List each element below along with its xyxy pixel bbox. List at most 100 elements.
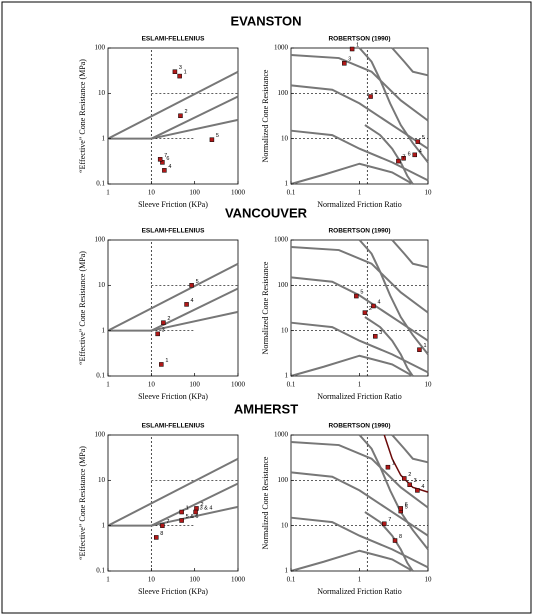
chart-title: ESLAMI-FELLENIUS (142, 228, 205, 235)
data-point (162, 168, 167, 173)
point-label: 7 (166, 519, 169, 525)
point-label: 4 (191, 298, 194, 304)
y-tick-label: 10 (281, 326, 289, 334)
data-point (368, 94, 373, 99)
y-tick-label: 1 (102, 521, 106, 529)
data-point (398, 506, 403, 511)
zone-boundary (290, 162, 414, 185)
y-tick-label: 1000 (274, 236, 289, 244)
zone-boundary (391, 239, 429, 269)
data-point (401, 155, 406, 161)
y-tick-label: 1 (285, 180, 289, 188)
x-tick-label: 100 (189, 381, 200, 389)
zone-boundary (107, 70, 239, 140)
point-label: 2 (167, 316, 170, 322)
point-label: 4 (419, 148, 422, 154)
data-point (209, 137, 215, 142)
x-tick-label: 10 (425, 189, 433, 197)
point-label: 4 (421, 484, 424, 490)
y-tick-label: 100 (95, 44, 106, 52)
x-tick-label: 1 (358, 576, 362, 584)
point-label: 5 (360, 290, 363, 296)
data-point (362, 310, 368, 315)
point-label: 2 (200, 502, 203, 508)
point-label: 6 (405, 502, 408, 508)
x-axis-label: Normalized Friction Ratio (317, 587, 401, 596)
x-tick-label: 0.1 (287, 576, 296, 584)
data-point (392, 538, 398, 543)
y-tick-label: 10 (98, 89, 106, 97)
data-point (172, 69, 178, 74)
x-axis-label: Sleeve Friction (KPa) (138, 200, 208, 209)
x-axis-label: Normalized Friction Ratio (317, 392, 401, 401)
data-point (160, 523, 165, 528)
zone-boundary (290, 471, 429, 537)
point-label: 5 & 6 (186, 514, 199, 520)
x-tick-label: 1000 (231, 381, 246, 389)
data-point (354, 293, 359, 299)
x-tick-label: 1 (106, 576, 110, 584)
data-point (177, 73, 182, 79)
data-point (385, 464, 391, 470)
x-tick-label: 10 (425, 576, 433, 584)
point-label: 3 (162, 327, 165, 333)
zone-boundary (290, 276, 429, 342)
data-point (178, 113, 183, 119)
y-tick-label: 10 (98, 476, 106, 484)
y-axis-label: “Effective” Cone Resistance (MPa) (78, 251, 87, 365)
point-label: 3 (414, 478, 417, 484)
section-title: VANCOUVER (225, 205, 308, 220)
plot-area (107, 239, 239, 377)
y-tick-label: 100 (278, 89, 289, 97)
x-tick-label: 0.1 (287, 189, 296, 197)
point-label: 1 (184, 70, 187, 76)
y-tick-label: 1 (285, 372, 289, 380)
point-label: 4 (168, 164, 171, 170)
y-tick-label: 1000 (274, 44, 289, 52)
point-label: 5 (216, 133, 219, 139)
y-axis-label: “Effective” Cone Resistance (MPa) (78, 59, 87, 173)
chart: 1 10 100 10000.1110100ESLAMI-FELLENIUSSleev… (78, 36, 246, 209)
zone-boundary (358, 47, 429, 163)
chart: 1 10 100 10000.1110100ESLAMI-FELLENIUSSleev… (78, 228, 246, 401)
data-point (154, 535, 159, 540)
x-tick-label: 100 (189, 576, 200, 584)
x-tick-label: 1 (106, 189, 110, 197)
data-point (371, 303, 376, 309)
point-label: 5 (196, 279, 199, 285)
y-axis-label: Normalized Cone Resistance (261, 261, 270, 354)
y-tick-label: 10 (281, 521, 289, 529)
plot-area (107, 434, 239, 572)
y-tick-label: 0.1 (96, 372, 105, 380)
zone-boundary (290, 354, 414, 377)
zone-boundary (107, 262, 239, 332)
zone-boundary (364, 124, 414, 185)
y-axis-label: “Effective” Cone Resistance (MPa) (78, 446, 87, 560)
point-label: 5 (405, 505, 408, 511)
point-label: 2 (369, 306, 372, 312)
data-point (412, 152, 417, 158)
point-label: 1 (423, 343, 426, 349)
point-label: 3 & 4 (200, 505, 213, 511)
zone-boundary (107, 457, 239, 527)
x-tick-label: 1000 (231, 576, 246, 584)
point-label: 6 (408, 152, 411, 158)
zone-boundary (290, 84, 429, 150)
zone-boundary (150, 95, 239, 140)
data-point (415, 139, 421, 144)
y-tick-label: 1 (102, 326, 106, 334)
chart-title: ESLAMI-FELLENIUS (142, 423, 205, 430)
zone-boundary (290, 54, 429, 122)
data-point (161, 320, 166, 325)
y-tick-label: 100 (95, 431, 106, 439)
data-point (342, 61, 347, 66)
x-tick-label: 1 (358, 189, 362, 197)
section-title: EVANSTON (230, 13, 301, 28)
x-tick-label: 0.1 (287, 381, 296, 389)
point-label: 1 (186, 505, 189, 511)
data-point (396, 158, 401, 164)
zone-boundary (358, 239, 429, 355)
point-label: 2 (408, 472, 411, 478)
data-point (189, 283, 194, 288)
point-label: 1 (392, 461, 395, 467)
